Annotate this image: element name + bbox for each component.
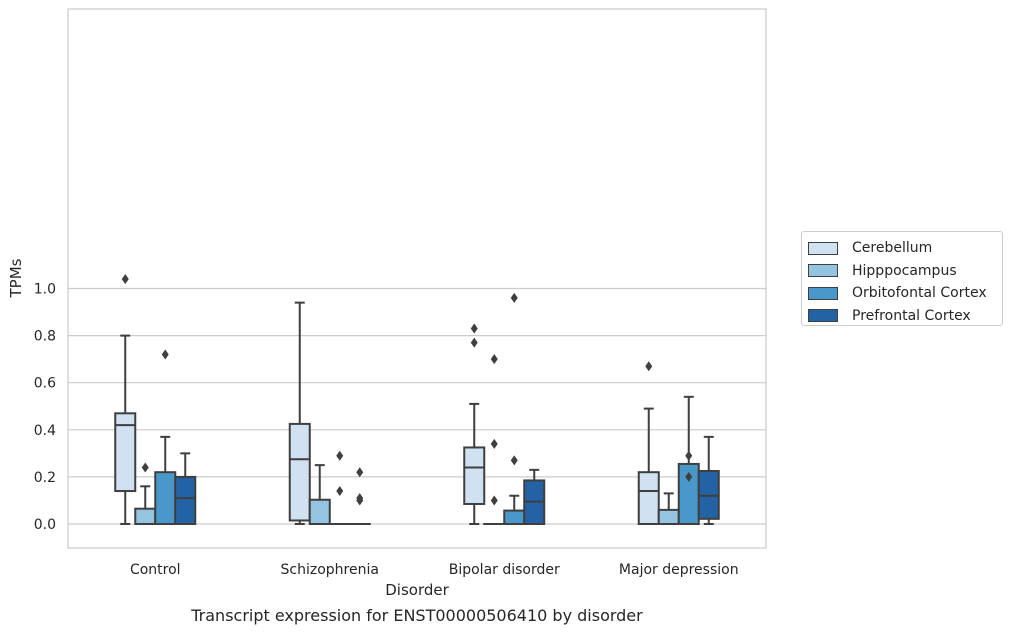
outlier-point-1 [356, 493, 364, 504]
box-body [308, 498, 331, 525]
legend-item-2: Orbitofontal Cortex [808, 282, 1002, 305]
box-body [463, 446, 486, 505]
outlier-point-1 [685, 450, 693, 461]
box-body [114, 412, 137, 493]
box-orbitofontal-cortex-1 [328, 450, 351, 526]
plot-frame [67, 8, 767, 549]
legend-swatch [808, 241, 838, 255]
box-body [288, 422, 311, 522]
y-tick-label-4: 0.8 [34, 329, 56, 345]
outlier-point-1 [470, 323, 478, 334]
outlier-point-0 [121, 274, 129, 285]
box-cerebellum-1 [288, 301, 311, 525]
box-cerebellum-2 [463, 323, 486, 525]
outlier-point-1 [490, 438, 498, 449]
legend-label: Cerebellum [852, 240, 933, 257]
outlier-point-0 [336, 486, 344, 497]
outlier-point-0 [470, 337, 478, 348]
box-body [154, 471, 177, 526]
legend-item-0: Cerebellum [808, 237, 1002, 260]
legend-swatch [808, 286, 838, 300]
legend: Cerebellum Hipppocampus Orbitofontal Corte… [801, 231, 1003, 326]
outlier-point-0 [141, 462, 149, 473]
x-tick-labels: Control Schizophrenia Bipolar disorder Majo… [130, 562, 739, 578]
outlier-point-0 [510, 455, 518, 466]
legend-item-1: Hipppocampus [808, 260, 1002, 283]
y-tick-label-1: 0.2 [34, 470, 56, 486]
legend-swatch [808, 264, 838, 278]
y-tick-label-5: 1.0 [34, 282, 56, 298]
y-tick-label-3: 0.6 [34, 376, 56, 392]
y-axis-title: TPMs [7, 258, 25, 298]
outlier-point-0 [161, 349, 169, 360]
outlier-point-2 [356, 467, 364, 478]
box-body [174, 475, 197, 525]
box-prefrontal-cortex-0 [174, 452, 197, 525]
box-hipppocampus-1 [308, 464, 331, 525]
box-orbitofontal-cortex-2 [503, 292, 526, 526]
box-body [134, 507, 157, 526]
box-hipppocampus-2 [483, 354, 506, 526]
box-prefrontal-cortex-1 [348, 467, 371, 526]
box-hipppocampus-3 [657, 492, 680, 525]
x-axis-title: Disorder [385, 581, 449, 599]
box-prefrontal-cortex-3 [697, 435, 720, 525]
chart-caption: Transcript expression for ENST0000050641… [191, 606, 643, 625]
x-tick-label-2: Bipolar disorder [449, 562, 560, 578]
box-cerebellum-0 [114, 274, 137, 525]
y-tick-labels: 0.0 0.2 0.4 0.6 0.8 1.0 [34, 282, 56, 534]
box-plots [114, 274, 720, 526]
outlier-point-2 [490, 354, 498, 365]
outlier-point-0 [645, 361, 653, 372]
x-tick-label-3: Major depression [619, 562, 739, 578]
box-hipppocampus-0 [134, 462, 157, 526]
outlier-point-1 [510, 292, 518, 303]
legend-swatch [808, 309, 838, 323]
box-body [503, 509, 526, 526]
outlier-point-0 [685, 471, 693, 482]
x-tick-label-0: Control [130, 562, 181, 578]
x-tick-label-1: Schizophrenia [281, 562, 379, 578]
legend-label: Orbitofontal Cortex [852, 285, 987, 302]
y-tick-label-2: 0.4 [34, 423, 56, 439]
box-orbitofontal-cortex-0 [154, 349, 177, 526]
box-orbitofontal-cortex-3 [677, 395, 700, 526]
legend-label: Prefrontal Cortex [852, 307, 971, 324]
box-body [637, 471, 660, 526]
outlier-point-0 [490, 495, 498, 506]
box-cerebellum-3 [637, 361, 660, 526]
box-body [657, 508, 680, 525]
legend-label: Hipppocampus [852, 262, 957, 279]
legend-item-3: Prefrontal Cortex [808, 305, 1002, 328]
y-tick-label-0: 0.0 [34, 517, 56, 533]
box-prefrontal-cortex-2 [523, 468, 546, 525]
outlier-point-1 [336, 450, 344, 461]
